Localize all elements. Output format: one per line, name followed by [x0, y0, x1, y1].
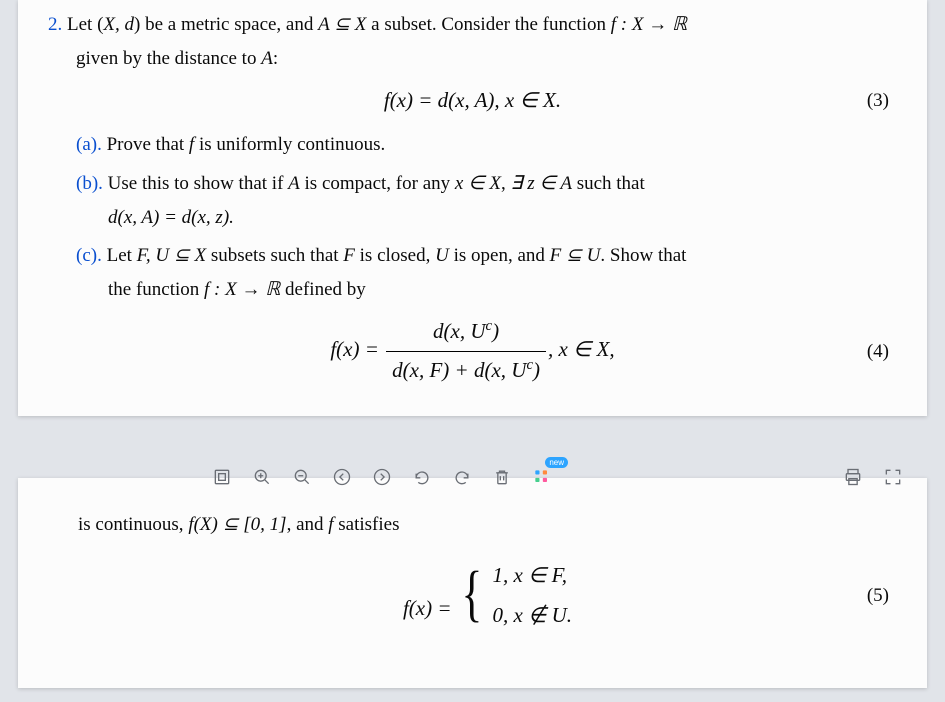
delete-button[interactable]: [490, 465, 514, 489]
eq3-label: (3): [867, 84, 889, 118]
eq4-body: f(x) = d(x, Uc) d(x, F) + d(x, Uc) , x ∈…: [330, 313, 614, 390]
eq3-body: f(x) = d(x, A), x ∈ X.: [384, 82, 561, 120]
part-c-line2: the function f : X → ℝ defined by: [48, 273, 897, 307]
apps-button[interactable]: new: [530, 465, 554, 489]
eq4-fraction: d(x, Uc) d(x, F) + d(x, Uc): [386, 313, 546, 390]
problem-2: 2. Let (X, d) be a metric space, and A ⊆…: [48, 8, 897, 390]
undo-button[interactable]: [410, 465, 434, 489]
page-bottom: is continuous, f(X) ⊆ [0, 1], and f sati…: [18, 478, 927, 688]
equation-3: f(x) = d(x, A), x ∈ X. (3): [48, 82, 897, 120]
part-c: (c). Let F, U ⊆ X subsets such that F is…: [48, 239, 897, 273]
equation-5: f(x) = { 1, x ∈ F, 0, x ∉ U. (5): [78, 556, 897, 636]
print-button[interactable]: [841, 465, 865, 489]
problem-intro-line1: 2. Let (X, d) be a metric space, and A ⊆…: [48, 8, 897, 42]
next-page-button[interactable]: [370, 465, 394, 489]
eq5-cases: { 1, x ∈ F, 0, x ∉ U.: [457, 556, 572, 636]
pdf-viewport: 2. Let (X, d) be a metric space, and A ⊆…: [0, 0, 945, 702]
viewer-toolbar: new: [0, 446, 945, 508]
redo-button[interactable]: [450, 465, 474, 489]
equation-4: f(x) = d(x, Uc) d(x, F) + d(x, Uc) , x ∈…: [48, 313, 897, 390]
fit-page-button[interactable]: [210, 465, 234, 489]
toolbar-right-group: [841, 465, 905, 489]
problem-intro-line2: given by the distance to A:: [48, 42, 897, 76]
page-top: 2. Let (X, d) be a metric space, and A ⊆…: [18, 0, 927, 416]
eq5-label: (5): [867, 579, 889, 613]
part-c-label: (c).: [76, 245, 102, 266]
part-b-label: (b).: [76, 173, 103, 194]
new-badge: new: [545, 457, 568, 468]
part-a-label: (a).: [76, 134, 102, 155]
zoom-in-button[interactable]: [250, 465, 274, 489]
problem-number: 2.: [48, 14, 62, 35]
zoom-out-button[interactable]: [290, 465, 314, 489]
part-b-line2: d(x, A) = d(x, z).: [48, 201, 897, 235]
part-c-continuation: is continuous, f(X) ⊆ [0, 1], and f sati…: [78, 508, 897, 542]
eq5-body: f(x) = { 1, x ∈ F, 0, x ∉ U.: [403, 556, 572, 636]
prev-page-button[interactable]: [330, 465, 354, 489]
toolbar-left-group: new: [210, 465, 554, 489]
fullscreen-button[interactable]: [881, 465, 905, 489]
eq4-label: (4): [867, 335, 889, 369]
problem-2-cont: is continuous, f(X) ⊆ [0, 1], and f sati…: [78, 508, 897, 636]
part-b: (b). Use this to show that if A is compa…: [48, 167, 897, 201]
part-a: (a). Prove that f is uniformly continuou…: [48, 128, 897, 162]
